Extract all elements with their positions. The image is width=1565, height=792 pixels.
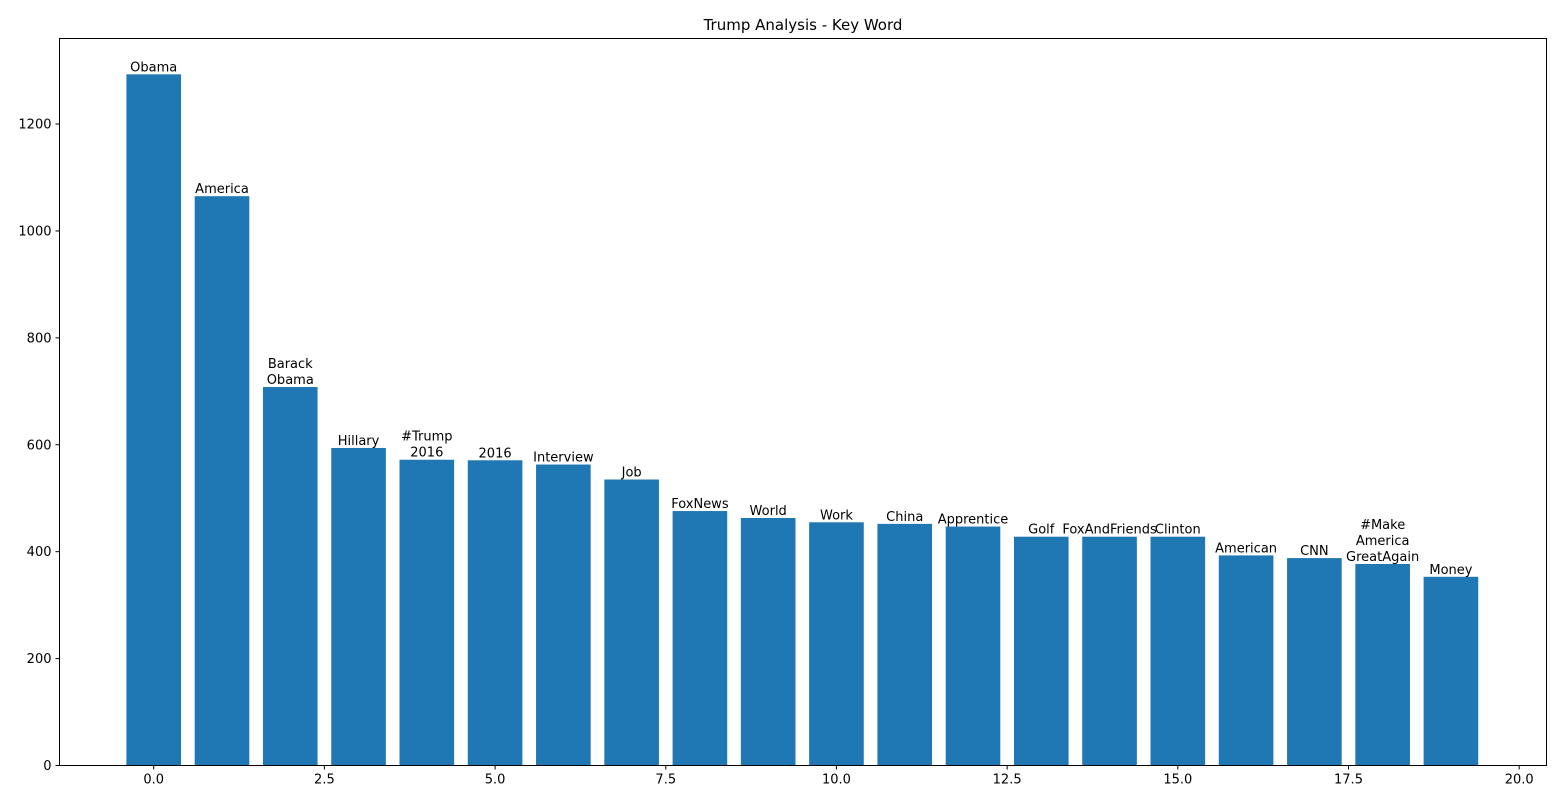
bar-label-line: Barack [268, 357, 313, 372]
bar-label-line: FoxNews [671, 497, 729, 512]
bar-label-16: American [1215, 541, 1277, 556]
bar-label-line: China [886, 510, 923, 525]
bar-4 [399, 459, 455, 766]
bar-label-8: FoxNews [671, 497, 729, 512]
bar-5 [467, 460, 523, 766]
bar-label-11: China [886, 510, 923, 525]
x-tick-label: 5.0 [485, 773, 506, 788]
x-axis: 0.0 2.5 5.0 7.5 10.0 12.5 15.0 17.5 20.0 [143, 765, 1534, 788]
y-tick-label: 1200 [18, 118, 51, 133]
bar-9 [740, 517, 796, 766]
bar-label-line: Apprentice [938, 513, 1009, 528]
bar-label-15: Clinton [1155, 523, 1201, 538]
bar-6 [536, 464, 591, 766]
bar-0 [126, 74, 182, 766]
bar-label-line: GreatAgain [1346, 550, 1419, 565]
x-tick-label: 0.0 [143, 773, 164, 788]
x-tick-label: 7.5 [655, 773, 676, 788]
bar-label-5: 2016 [479, 446, 512, 461]
bar-label-line: Hillary [338, 434, 380, 449]
bar-label-12: Apprentice [938, 513, 1009, 528]
x-tick-label: 20.0 [1505, 773, 1534, 788]
bar-label-line: Obama [130, 60, 177, 75]
bar-label-0: Obama [130, 60, 177, 75]
bar-17 [1287, 558, 1342, 766]
bar-label-4: #Trump 2016 [401, 430, 452, 461]
bar-10 [809, 522, 864, 766]
bar-label-13: Golf [1028, 523, 1055, 538]
bar-11 [877, 523, 933, 766]
bar-label-line: #Trump [401, 430, 452, 445]
x-tick-label: 15.0 [1163, 773, 1192, 788]
bar-label-1: America [195, 182, 249, 197]
bar-label-line: Golf [1028, 523, 1055, 538]
bar-label-19: Money [1429, 563, 1472, 578]
bar-label-9: World [750, 504, 787, 519]
bars-group [126, 74, 1479, 766]
bar-14 [1082, 536, 1137, 766]
bar-16 [1218, 555, 1274, 766]
bar-label-line: CNN [1300, 544, 1329, 559]
y-tick-label: 200 [27, 652, 52, 667]
bar-label-line: Interview [533, 451, 594, 466]
bar-label-6: Interview [533, 451, 594, 466]
bar-19 [1423, 576, 1479, 766]
bar-label-14: FoxAndFriends [1062, 523, 1157, 538]
bar-label-line: America [1356, 534, 1410, 549]
bar-label-line: #Make [1360, 518, 1405, 533]
bar-15 [1150, 536, 1206, 766]
y-axis: 0 200 400 600 800 1000 1200 [18, 118, 60, 774]
bar-label-line: 2016 [410, 446, 443, 461]
y-tick-label: 400 [27, 545, 52, 560]
bar-label-line: Job [621, 466, 642, 481]
x-tick-label: 10.0 [822, 773, 851, 788]
bar-label-line: Work [820, 508, 853, 523]
bar-3 [331, 447, 386, 766]
bar-label-line: FoxAndFriends [1062, 523, 1157, 538]
bar-2 [262, 387, 318, 766]
bar-label-3: Hillary [338, 434, 380, 449]
x-tick-label: 12.5 [993, 773, 1022, 788]
bar-label-line: America [195, 182, 249, 197]
x-tick-label: 17.5 [1334, 773, 1363, 788]
bar-label-line: 2016 [479, 446, 512, 461]
bar-12 [945, 526, 1001, 766]
plot-frame [59, 38, 1547, 766]
bar-8 [672, 511, 728, 766]
bar-13 [1013, 536, 1069, 766]
bar-label-18: #Make America GreatAgain [1346, 518, 1419, 565]
bar-label-7: Job [621, 466, 642, 481]
x-tick-label: 2.5 [314, 773, 335, 788]
bar-label-line: Money [1429, 563, 1472, 578]
bar-label-line: American [1215, 541, 1277, 556]
bar-label-17: CNN [1300, 544, 1329, 559]
bar-1 [194, 196, 250, 766]
y-tick-label: 1000 [18, 224, 51, 239]
bar-label-line: Clinton [1155, 523, 1201, 538]
chart-title: Trump Analysis - Key Word [703, 16, 903, 34]
y-tick-label: 0 [43, 759, 51, 774]
y-tick-label: 600 [27, 438, 52, 453]
y-tick-label: 800 [27, 331, 52, 346]
bar-18 [1355, 563, 1410, 766]
bar-label-10: Work [820, 508, 853, 523]
bar-label-2: Barack Obama [267, 357, 314, 388]
bar-label-line: World [750, 504, 787, 519]
bar-7 [604, 479, 659, 766]
bar-label-line: Obama [267, 373, 314, 388]
